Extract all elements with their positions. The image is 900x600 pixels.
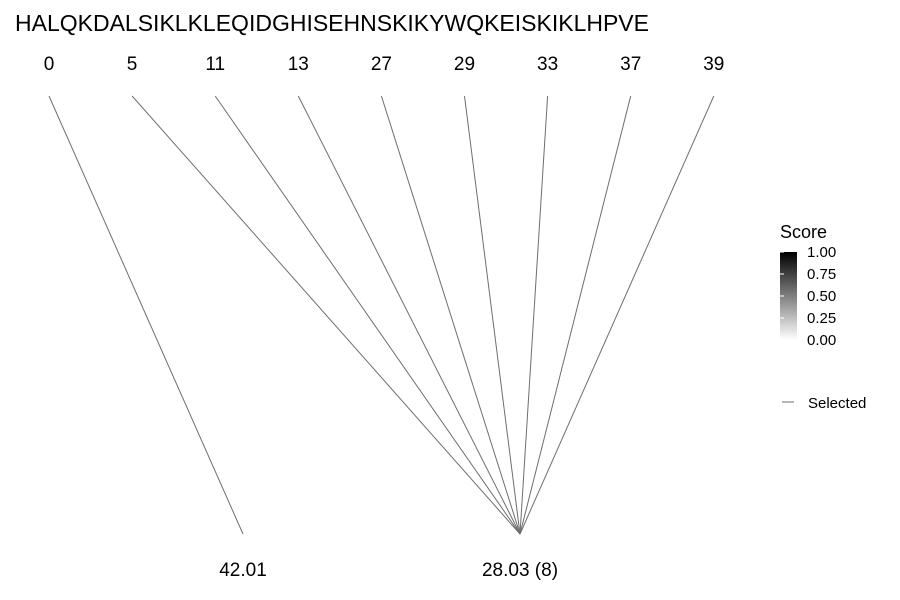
legend-selected-label: Selected	[808, 395, 866, 412]
top-position-label: 29	[454, 54, 475, 75]
chart-title: HALQKDALSIKLKLEQIDGHISEHNSKIKYWQKEISKIKL…	[15, 10, 649, 36]
top-position-label: 27	[371, 54, 392, 75]
legend-tick-label: 0.75	[807, 266, 836, 283]
top-position-label: 0	[44, 54, 55, 75]
legend: Score 1.00 0.75 0.50 0.25 0.00 Selected	[780, 222, 866, 412]
connector-line	[519, 95, 632, 535]
legend-title: Score	[780, 222, 827, 242]
top-position-label: 39	[703, 54, 724, 75]
top-position-label: 5	[127, 54, 138, 75]
legend-tick-label: 0.25	[807, 310, 836, 327]
top-position-label: 13	[288, 54, 309, 75]
legend-colorbar	[780, 252, 797, 340]
top-position-labels: 0 5 11 13 27 29 33 37 39	[44, 54, 725, 75]
top-position-label: 33	[537, 54, 558, 75]
connector-line	[380, 95, 521, 535]
connector-line	[519, 95, 715, 535]
connector-line	[464, 95, 521, 535]
bottom-node-label: 42.01	[219, 560, 267, 581]
connector-line	[519, 95, 549, 535]
top-position-label: 11	[205, 54, 225, 75]
connector-lines	[48, 95, 715, 535]
legend-tick-label: 0.50	[807, 288, 836, 305]
bottom-node-labels: 42.01 28.03 (8)	[219, 560, 558, 581]
connector-line	[214, 95, 521, 535]
legend-tick-label: 1.00	[807, 244, 836, 261]
connector-line	[131, 95, 521, 535]
legend-tick-label: 0.00	[807, 332, 836, 349]
connector-line	[48, 95, 244, 535]
bottom-node-label: 28.03 (8)	[482, 560, 558, 581]
top-position-label: 37	[620, 54, 641, 75]
connector-line	[297, 95, 521, 535]
legend-ticks: 1.00 0.75 0.50 0.25 0.00	[780, 244, 836, 349]
